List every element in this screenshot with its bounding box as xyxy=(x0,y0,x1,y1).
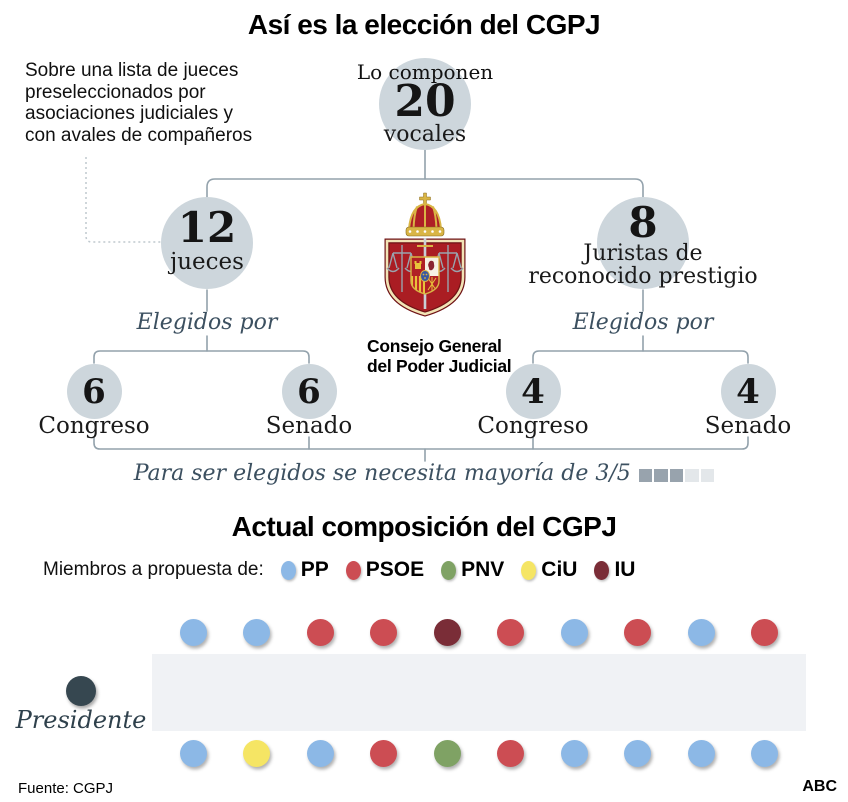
crown-cross xyxy=(419,192,431,206)
legend-items: PP PSOE PNV CiU IU xyxy=(280,558,635,582)
party-label: CiU xyxy=(541,558,578,581)
total-caption: Lo componen xyxy=(356,60,494,84)
party-label: IU xyxy=(614,558,636,581)
page-title: Así es la elección del CGPJ xyxy=(247,9,601,40)
intro-note: Sobre una lista de jueces preseleccionad… xyxy=(25,60,253,146)
seat-dot-PP xyxy=(560,739,588,767)
majority-row: Para ser elegidos se necesita mayoría de… xyxy=(86,461,762,486)
judges-congress-number: 6 xyxy=(82,372,106,412)
seat-dot-PSOE xyxy=(306,618,334,646)
legend-item-PP: PP xyxy=(280,558,329,582)
majority-note: Para ser elegidos se necesita mayoría de… xyxy=(133,461,631,486)
total-number: 20 xyxy=(394,76,456,127)
node-total-circle xyxy=(379,58,471,150)
jurists-elected-by: Elegidos por xyxy=(572,310,714,335)
seat-dot-PP xyxy=(687,739,715,767)
jurists-congress-label: Congreso xyxy=(477,413,589,439)
jurists-label: Juristas de reconocido prestigio xyxy=(528,241,758,289)
seat-dot-PP xyxy=(243,618,270,646)
party-dot-IU xyxy=(594,560,610,580)
publisher-credit: ABC xyxy=(802,778,837,795)
seat-dot-CiU xyxy=(243,739,270,767)
seat-dot-PSOE xyxy=(370,618,397,646)
party-label: PNV xyxy=(461,558,505,581)
legend-item-PNV: PNV xyxy=(441,558,504,582)
node-jurists-congress-circle xyxy=(505,364,561,419)
seat-dot-PP xyxy=(751,739,778,767)
total-label: vocales xyxy=(383,122,467,147)
seat-dot-IU xyxy=(433,618,461,646)
node-judges-congress-circle xyxy=(66,364,122,419)
judges-senate-number: 6 xyxy=(297,372,321,412)
node-judges-senate-circle xyxy=(281,364,337,419)
legend-label: Miembros a propuesta de: xyxy=(43,559,264,580)
seat-dot-PP xyxy=(179,618,207,646)
node-judges-circle xyxy=(161,197,253,289)
council-table xyxy=(152,654,806,731)
seat-dot-PP xyxy=(306,739,334,767)
party-label: PP xyxy=(300,558,329,581)
composition-title: Actual composición del CGPJ xyxy=(231,511,617,542)
jurists-senate-number: 4 xyxy=(736,372,760,412)
legend: Miembros a propuesta de: PP PSOE PNV CiU IU xyxy=(43,558,635,582)
emblem-caption: Consejo General del Poder Judicial xyxy=(367,336,512,376)
president-label: Presidente xyxy=(15,706,147,734)
president-dot xyxy=(66,676,96,706)
seat-dot-PSOE xyxy=(497,618,524,646)
legend-item-CiU: CiU xyxy=(521,558,577,582)
party-dot-PNV xyxy=(441,560,457,580)
majority-square xyxy=(685,468,699,483)
party-dot-PP xyxy=(280,560,296,580)
seat-dot-PP xyxy=(179,739,207,767)
party-dot-CiU xyxy=(521,560,537,580)
seat-dot-PSOE xyxy=(370,739,397,767)
dotted-connector xyxy=(85,157,161,243)
seat-dot-PP xyxy=(687,618,715,646)
jurists-congress-number: 4 xyxy=(521,372,545,412)
source-credit: Fuente: CGPJ xyxy=(18,780,114,797)
majority-square xyxy=(700,468,715,483)
seat-dot-PSOE xyxy=(624,618,651,646)
legend-item-IU: IU xyxy=(594,558,635,582)
seat-dot-PNV xyxy=(433,739,461,767)
node-jurists-circle xyxy=(597,197,689,289)
majority-square xyxy=(638,468,653,483)
cgpj-emblem xyxy=(384,192,466,317)
judges-congress-label: Congreso xyxy=(38,413,150,439)
judges-number: 12 xyxy=(177,203,237,252)
seat-dot-PSOE xyxy=(751,618,778,646)
party-dot-PSOE xyxy=(345,560,361,580)
majority-square xyxy=(669,468,684,483)
majority-square xyxy=(654,468,668,483)
jurists-number: 8 xyxy=(628,198,658,247)
seat-dot-PSOE xyxy=(497,739,524,767)
judges-label: jueces xyxy=(170,249,244,275)
seat-dot-PP xyxy=(624,739,651,767)
legend-item-PSOE: PSOE xyxy=(345,558,425,582)
judges-senate-label: Senado xyxy=(265,413,353,439)
party-label: PSOE xyxy=(365,558,425,581)
judges-elected-by: Elegidos por xyxy=(136,310,278,335)
seat-dot-PP xyxy=(560,618,588,646)
node-jurists-senate-circle xyxy=(720,364,776,419)
majority-squares xyxy=(638,468,715,483)
jurists-senate-label: Senado xyxy=(704,413,792,439)
